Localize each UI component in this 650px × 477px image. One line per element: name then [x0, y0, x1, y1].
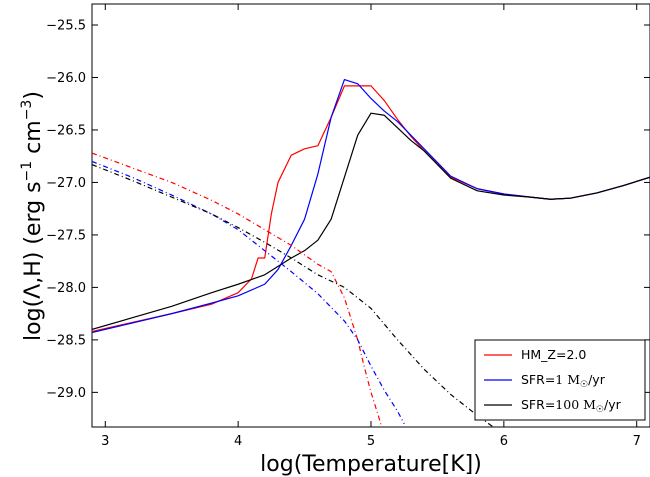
series-layer	[92, 78, 650, 427]
legend: HM_Z=2.0 SFR=1 M☉/yr SFR=100 M☉/yr	[474, 339, 646, 421]
x-tick-label: 7	[633, 434, 641, 449]
series-line-cooling-0000ff	[92, 78, 650, 334]
y-tick-label: −28.5	[46, 333, 86, 348]
y-tick-label: −29.0	[46, 386, 86, 401]
axis-ticks: 3 4 5 6 7 −29.0 −28.5 −28.0 −27.5 −27.0 −26.5 −26.0…	[46, 4, 650, 449]
x-tick-label: 3	[101, 434, 109, 449]
y-tick-label: −27.0	[46, 176, 86, 191]
series-line-cooling-ff0000	[92, 85, 650, 333]
legend-label-sfr1: SFR=1 M☉/yr	[521, 372, 606, 390]
y-tick-label: −26.5	[46, 123, 86, 138]
y-tick-label: −27.5	[46, 228, 86, 243]
x-tick-label: 6	[500, 434, 508, 449]
legend-label-hm: HM_Z=2.0	[521, 347, 586, 362]
series-line-heating-ff0000	[92, 152, 383, 427]
y-tick-label: −26.0	[46, 71, 86, 86]
series-line-cooling-000000	[92, 112, 650, 330]
y-tick-label: −28.0	[46, 281, 86, 296]
x-axis-title: log(Temperature[K])	[260, 452, 482, 477]
x-tick-label: 5	[367, 434, 375, 449]
legend-label-sfr100: SFR=100 M☉/yr	[521, 397, 622, 415]
x-tick-label: 4	[234, 434, 242, 449]
series-line-heating-0000ff	[92, 160, 405, 425]
y-tick-label: −25.5	[46, 18, 86, 33]
y-axis-title: log(Λ,H) (erg s−1 cm−3)	[19, 91, 46, 341]
series-line-heating-000000	[92, 164, 494, 427]
